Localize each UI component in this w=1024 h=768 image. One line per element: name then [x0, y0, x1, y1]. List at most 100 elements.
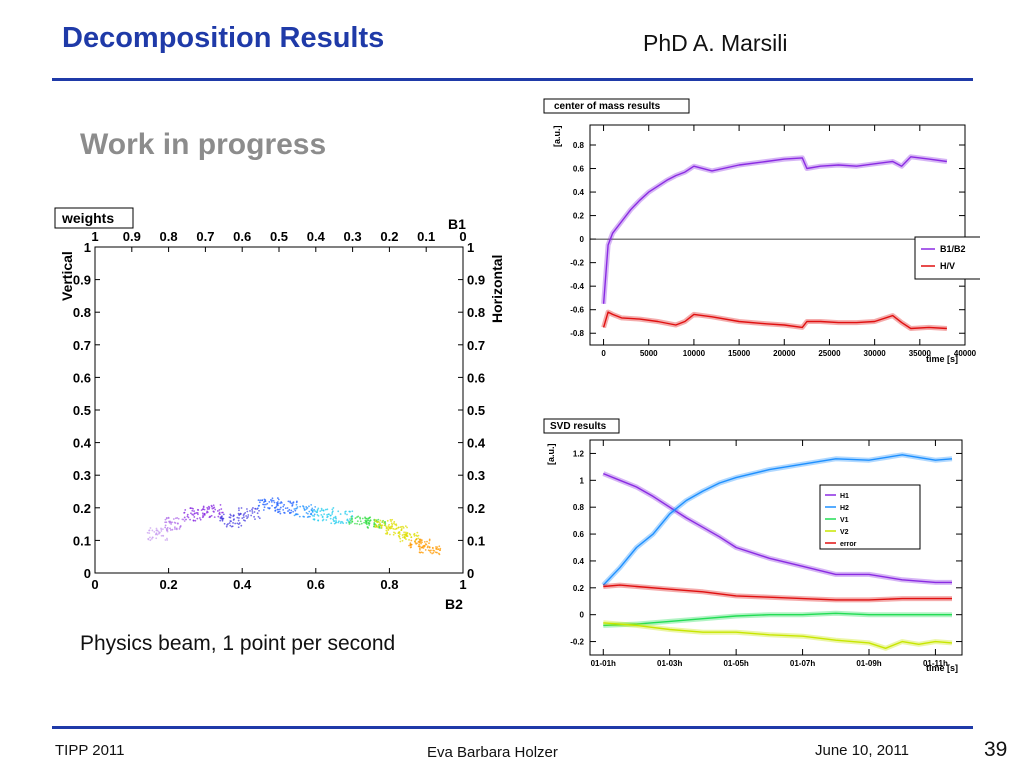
com-x-tick-label: 30000	[864, 349, 887, 358]
svd-legend-entry: error	[840, 541, 857, 548]
weights-point-cloud	[164, 516, 186, 532]
weights-y-tick-label: 0.4	[73, 436, 92, 451]
svd-title: SVD results	[550, 421, 607, 432]
svd-x-tick-label: 01-01h	[591, 659, 616, 668]
weights-title: weights	[61, 210, 114, 226]
weights-x-tick-label: 0.8	[380, 577, 398, 592]
com-y-tick-label: 0.8	[573, 141, 585, 150]
weights-right-tick-label: 0.3	[467, 468, 485, 483]
weights-top-tick-label: 0.1	[417, 229, 435, 244]
weights-y-tick-label: 0.3	[73, 468, 91, 483]
weights-right-tick-label: 0.4	[467, 436, 486, 451]
svd-y-tick-label: 0	[580, 611, 585, 620]
weights-top-tick-label: 0.5	[270, 229, 288, 244]
svd-y-tick-label: 1	[580, 476, 585, 485]
weights-right-tick-label: 0.1	[467, 533, 485, 548]
weights-point-cloud	[293, 503, 317, 519]
weights-y-tick-label: 0.5	[73, 403, 91, 418]
figure-caption: Physics beam, 1 point per second	[80, 632, 396, 655]
weights-right-tick-label: 0	[467, 566, 474, 581]
svd-x-tick-label: 01-09h	[856, 659, 881, 668]
svd-series-line	[603, 612, 952, 627]
svd-legend-entry: V1	[840, 517, 849, 524]
weights-point-cloud	[384, 525, 409, 536]
svd-legend-entry: H2	[840, 505, 849, 512]
com-x-tick-label: 35000	[909, 349, 932, 358]
weights-point-cloud	[418, 544, 442, 556]
weights-point-cloud	[397, 531, 420, 543]
svd-y-tick-label: 0.8	[573, 503, 585, 512]
com-frame	[589, 124, 966, 346]
svd-y-tick-label: 0.6	[573, 530, 585, 539]
svd-y-tick-label: 0.4	[573, 557, 585, 566]
com-series-line	[602, 156, 947, 304]
bottom-divider	[52, 726, 973, 729]
svd-x-label: time [s]	[926, 663, 958, 673]
weights-chart: weights B1 B2 Vertical Horizontal 0 00.1 0…	[54, 207, 505, 612]
svd-legend: H1 H2 V1 V2 error	[819, 484, 921, 550]
weights-x-tick-label: 0.2	[160, 577, 178, 592]
weights-point-cloud	[146, 527, 169, 542]
com-title-box	[543, 98, 690, 114]
svd-y-tick-label: 1.2	[573, 449, 585, 458]
com-x-tick-label: 5000	[640, 349, 658, 358]
weights-point-cloud	[201, 504, 224, 519]
com-legend: B1/B2 H/V	[914, 236, 980, 280]
weights-top-tick-label: 0	[459, 229, 466, 244]
com-legend-hv: H/V	[940, 261, 955, 271]
footer-date: June 10, 2011	[815, 742, 909, 759]
weights-x-label: B2	[445, 596, 463, 612]
slide-subtitle: Work in progress	[80, 128, 327, 161]
com-x-tick-label: 10000	[683, 349, 706, 358]
author-label: PhD A. Marsili	[643, 30, 788, 56]
weights-top-tick-label: 0.3	[344, 229, 362, 244]
svd-series-line	[602, 454, 953, 586]
weights-y-label: Vertical	[59, 251, 75, 301]
weights-x-tick-label: 0.4	[233, 577, 252, 592]
svd-series-line	[603, 584, 952, 601]
com-x-tick-label: 20000	[773, 349, 796, 358]
weights-y-tick-label: 0	[84, 566, 91, 581]
weights-point-cloud	[348, 515, 372, 526]
svd-title-box	[543, 418, 620, 434]
weights-y-tick-label: 1	[84, 240, 91, 255]
weights-point-cloud	[219, 513, 243, 529]
top-divider	[52, 78, 973, 81]
weights-point-cloud	[408, 538, 431, 549]
weights-y-tick-label: 0.9	[73, 273, 91, 288]
weights-y-tick-label: 0.7	[73, 338, 91, 353]
com-chart: center of mass results [a.u.] time [s] -…	[543, 98, 980, 364]
com-y-tick-label: -0.8	[570, 329, 584, 338]
weights-right-tick-label: 0.6	[467, 370, 485, 385]
weights-right-tick-label: 0.7	[467, 338, 485, 353]
weights-top-tick-label: 1	[91, 229, 98, 244]
weights-frame	[94, 246, 464, 574]
weights-top-tick-label: 0.8	[160, 229, 178, 244]
svd-series-line	[603, 472, 952, 584]
com-y-tick-label: 0	[580, 235, 585, 244]
slide-title: Decomposition Results	[62, 22, 385, 54]
footer-presenter: Eva Barbara Holzer	[427, 744, 558, 761]
com-x-tick-label: 15000	[728, 349, 751, 358]
weights-top-tick-label: 0.7	[196, 229, 214, 244]
svd-y-tick-label: -0.2	[570, 638, 584, 647]
svd-x-tick-label: 01-11h	[923, 659, 948, 668]
weights-title-box	[54, 207, 134, 229]
weights-x-tick-label: 1	[459, 577, 466, 592]
com-y-tick-label: 0.2	[573, 212, 585, 221]
com-x-tick-label: 25000	[818, 349, 841, 358]
weights-right-tick-label: 0.5	[467, 403, 485, 418]
weights-top-tick-label: 0.4	[307, 229, 326, 244]
page-number: 39	[984, 738, 1008, 761]
weights-top-tick-label: 0.6	[233, 229, 251, 244]
weights-y-tick-label: 0.8	[73, 305, 91, 320]
svd-series-line	[603, 622, 953, 649]
com-y-label: [a.u.]	[552, 125, 562, 147]
svd-y-tick-label: 0.2	[573, 584, 585, 593]
weights-x-tick-label: 0	[91, 577, 98, 592]
footer-conference: TIPP 2011	[55, 742, 125, 759]
weights-right-tick-label: 0.2	[467, 501, 485, 516]
svd-x-tick-label: 01-07h	[790, 659, 815, 668]
com-y-tick-label: -0.2	[570, 259, 584, 268]
weights-point-cloud	[373, 518, 398, 530]
